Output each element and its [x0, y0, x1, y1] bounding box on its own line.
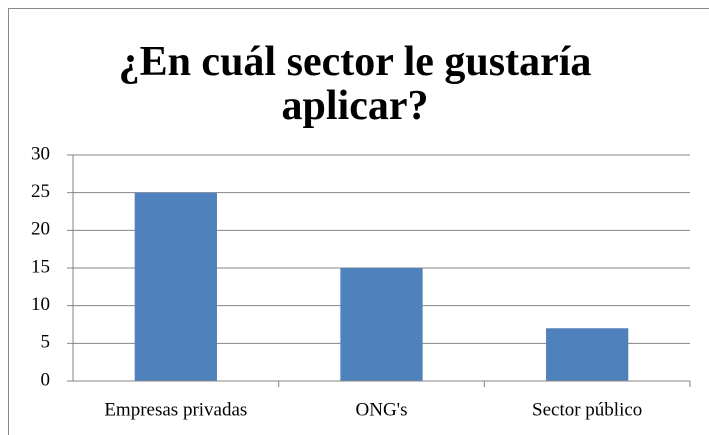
- y-tick-label: 10: [31, 294, 50, 315]
- y-tick-label: 15: [31, 256, 50, 277]
- y-tick-label: 25: [31, 181, 50, 202]
- bar: [546, 328, 629, 381]
- chart-title: ¿En cuál sector le gustaría aplicar?: [118, 39, 592, 129]
- y-tick-label: 5: [41, 332, 51, 353]
- x-tick-label: ONG's: [356, 399, 408, 420]
- x-tick-label: Empresas privadas: [104, 399, 247, 420]
- chart-border: [8, 8, 709, 435]
- bar: [134, 192, 217, 381]
- y-tick-label: 0: [41, 369, 51, 390]
- bar: [340, 268, 423, 381]
- y-tick-label: 30: [31, 143, 50, 164]
- y-tick-label: 20: [31, 219, 50, 240]
- x-tick-label: Sector público: [532, 399, 642, 420]
